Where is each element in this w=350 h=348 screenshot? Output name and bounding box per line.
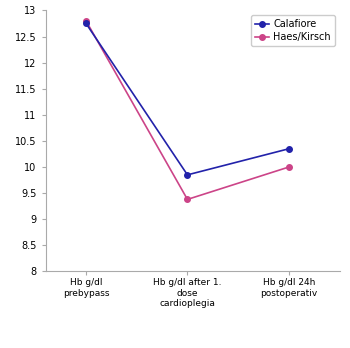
Legend: Calafiore, Haes/Kirsch: Calafiore, Haes/Kirsch: [251, 15, 335, 46]
Calafiore: [84, 21, 88, 25]
Haes/Kirsch: [84, 19, 88, 23]
Line: Haes/Kirsch: Haes/Kirsch: [83, 18, 292, 202]
Calafiore: [287, 147, 291, 151]
Haes/Kirsch: [186, 197, 190, 201]
Haes/Kirsch: [287, 165, 291, 169]
Line: Calafiore: Calafiore: [83, 21, 292, 177]
Calafiore: [186, 173, 190, 177]
